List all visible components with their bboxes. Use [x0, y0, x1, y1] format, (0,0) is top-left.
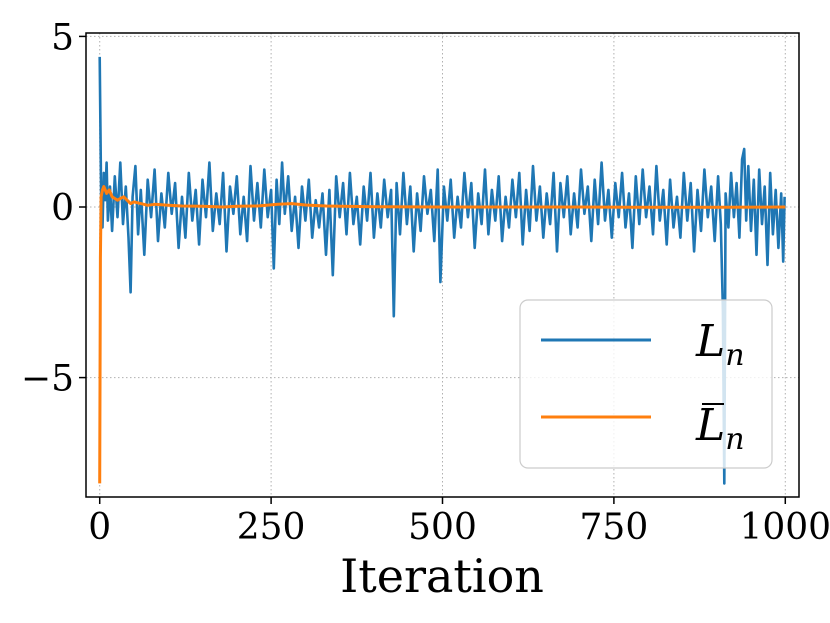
legend-label-L-bar-n-sub: n [725, 422, 744, 457]
x-tick-label: 750 [580, 507, 649, 548]
legend-label-L-n-main: L [695, 316, 725, 367]
y-tick-label: −5 [21, 359, 74, 400]
x-tick-label: 500 [408, 507, 477, 548]
x-axis-title: Iteration [340, 549, 544, 603]
x-tick-label: 1000 [739, 507, 830, 548]
legend-label-L-bar-n-main: L [695, 400, 725, 451]
x-tick-label: 0 [88, 507, 111, 548]
y-tick-label: 5 [51, 17, 74, 58]
series-layer [98, 56, 786, 485]
legend: Ln Ln [519, 299, 773, 469]
axis-ticks: 0 250 500 750 1000 5 0 −5 [21, 17, 830, 548]
legend-label-L-n-sub: n [725, 338, 744, 373]
series-line-L-bar-n [98, 185, 786, 484]
legend-label-L-n: Ln [695, 316, 745, 373]
legend-label-L-bar-n: Ln [695, 400, 745, 457]
series-line-L-n [98, 56, 786, 485]
y-tick-label: 0 [51, 188, 74, 229]
x-tick-label: 250 [237, 507, 306, 548]
legend-box [519, 299, 773, 469]
